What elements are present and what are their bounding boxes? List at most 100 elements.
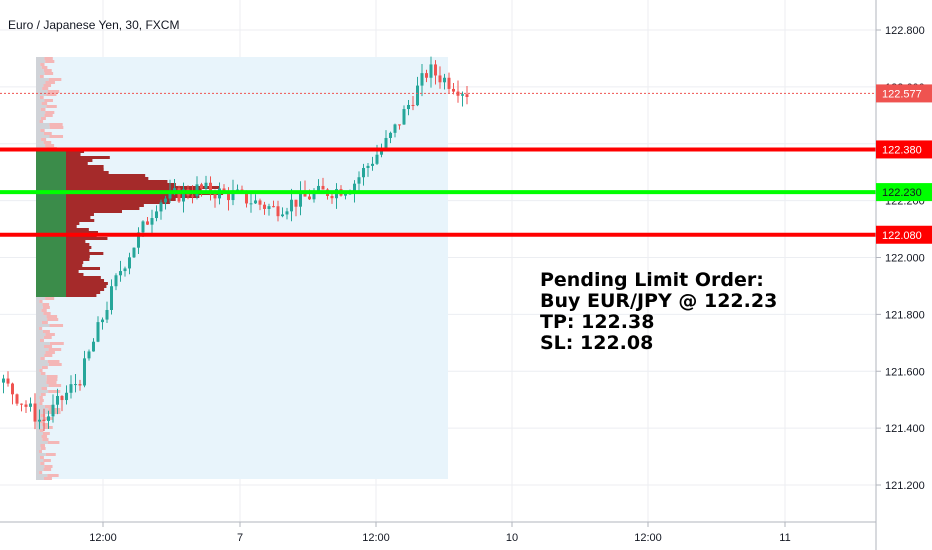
profile-bar-up [36, 357, 41, 360]
candle-up [402, 109, 406, 125]
profile-bar-down [46, 381, 57, 384]
candle-up [65, 392, 68, 401]
profile-bar-up [36, 126, 50, 129]
candle-down [11, 383, 14, 395]
profile-bar-down [66, 255, 90, 258]
level-label-sl: 122.080 [882, 230, 922, 242]
profile-bar-down [66, 213, 94, 216]
profile-bar-down [40, 108, 46, 111]
profile-bar-down [42, 438, 49, 441]
profile-bar-up [36, 201, 66, 204]
candle-down [258, 200, 262, 205]
candle-up [429, 64, 433, 78]
profile-bar-up [36, 420, 40, 423]
profile-bar-up [36, 114, 45, 117]
profile-bar-up [36, 180, 66, 183]
price-axis-labels: 122.380 122.230 122.080 122.577 [876, 84, 932, 244]
price-tick-label: 121.600 [885, 366, 925, 378]
candle-down [209, 182, 212, 195]
profile-bar-down [66, 291, 101, 294]
profile-bar-down [41, 309, 47, 312]
candle-up [47, 416, 50, 421]
candle-down [213, 194, 217, 199]
profile-bar-up [36, 477, 44, 480]
candle-down [452, 88, 455, 92]
time-axis[interactable]: 12:00 7 12:00 10 12:00 11 [89, 522, 791, 544]
profile-bar-down [42, 87, 49, 90]
profile-bar-up [36, 438, 43, 441]
profile-bar-down [66, 177, 149, 180]
profile-bar-up [36, 444, 41, 447]
profile-bar-up [36, 390, 49, 393]
profile-bar-up [36, 228, 66, 231]
profile-bar-down [44, 57, 53, 60]
profile-bar-down [43, 468, 52, 471]
profile-bar-up [36, 144, 46, 147]
profile-bar-down [42, 303, 50, 306]
candle-up [164, 198, 167, 203]
profile-bar-down [66, 219, 95, 222]
candle-down [272, 206, 275, 208]
profile-bar-down [66, 156, 110, 159]
profile-bar-up [36, 459, 44, 462]
profile-bar-up [36, 252, 66, 255]
candle-up [141, 221, 145, 233]
profile-bar-up [36, 363, 49, 366]
profile-bar-down [40, 414, 46, 417]
profile-bar-down [42, 423, 49, 426]
profile-bar-up [36, 183, 66, 186]
profile-bar-up [36, 417, 45, 420]
profile-bar-up [36, 90, 48, 93]
profile-bar-down [66, 162, 88, 165]
profile-bar-down [47, 474, 59, 477]
profile-bar-up [36, 138, 42, 141]
profile-bar-up [36, 267, 66, 270]
profile-bar-down [66, 258, 90, 261]
profile-bar-up [36, 450, 40, 453]
profile-bar-up [36, 327, 40, 330]
profile-bar-down [39, 327, 43, 330]
profile-bar-up [36, 324, 50, 327]
candle-up [38, 419, 41, 422]
profile-bar-down [42, 306, 50, 309]
profile-bar-down [42, 432, 50, 435]
profile-bar-up [36, 264, 66, 267]
profile-bar-down [66, 153, 81, 156]
profile-bar-up [36, 93, 47, 96]
profile-bar-up [36, 426, 45, 429]
price-tick-label: 121.200 [885, 480, 925, 492]
candle-up [249, 203, 253, 205]
profile-bar-up [36, 408, 49, 411]
profile-bar-up [36, 219, 66, 222]
candle-up [29, 403, 32, 407]
profile-bar-up [36, 132, 44, 135]
candle-up [51, 404, 55, 417]
profile-bar-up [36, 57, 45, 60]
profile-bar-up [36, 249, 66, 252]
profile-bar-up [36, 414, 41, 417]
profile-bar-down [66, 249, 90, 252]
candle-up [168, 190, 172, 199]
profile-bar-up [36, 291, 66, 294]
time-tick-label: 7 [237, 532, 243, 544]
candle-down [321, 185, 325, 190]
level-label-bg-tp [876, 140, 932, 159]
last-price-label: 122.577 [882, 88, 922, 100]
profile-bar-down [40, 357, 45, 360]
profile-bar-down [40, 447, 46, 450]
candle-up [123, 268, 127, 272]
profile-bar-down [45, 333, 55, 336]
candle-down [438, 75, 442, 83]
profile-bar-up [36, 309, 42, 312]
profile-bar-down [43, 69, 52, 72]
profile-bar-up [36, 207, 66, 210]
candle-up [114, 275, 118, 287]
profile-bar-up [36, 243, 66, 246]
profile-bar-up [36, 306, 43, 309]
profile-bar-up [36, 216, 66, 219]
note-line-2: Buy EUR/JPY @ 122.23 [540, 290, 778, 312]
profile-bar-down [66, 228, 89, 231]
profile-bar-up [36, 222, 66, 225]
profile-bar-up [36, 300, 40, 303]
